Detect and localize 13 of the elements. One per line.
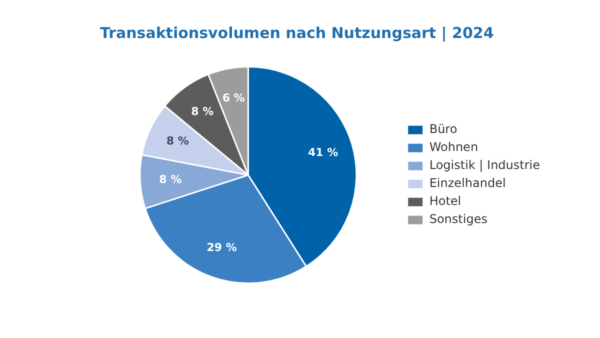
data-label: 8 % xyxy=(166,134,189,148)
data-label: 8 % xyxy=(191,104,214,118)
data-label: 8 % xyxy=(159,172,182,186)
legend-label: Einzelhandel xyxy=(429,176,506,190)
data-label: 6 % xyxy=(222,91,245,104)
legend-label: Hotel xyxy=(429,194,462,208)
legend-label: Wohnen xyxy=(429,140,478,154)
data-label: 29 % xyxy=(206,241,237,254)
legend-label: Logistik | Industrie xyxy=(429,158,540,172)
legend-label: Büro xyxy=(429,122,458,136)
data-label: 41 % xyxy=(308,146,338,160)
chart-title: Transaktionsvolumen nach Nutzungsart | 2024 xyxy=(100,24,494,42)
legend-label: Sonstiges xyxy=(429,212,488,226)
